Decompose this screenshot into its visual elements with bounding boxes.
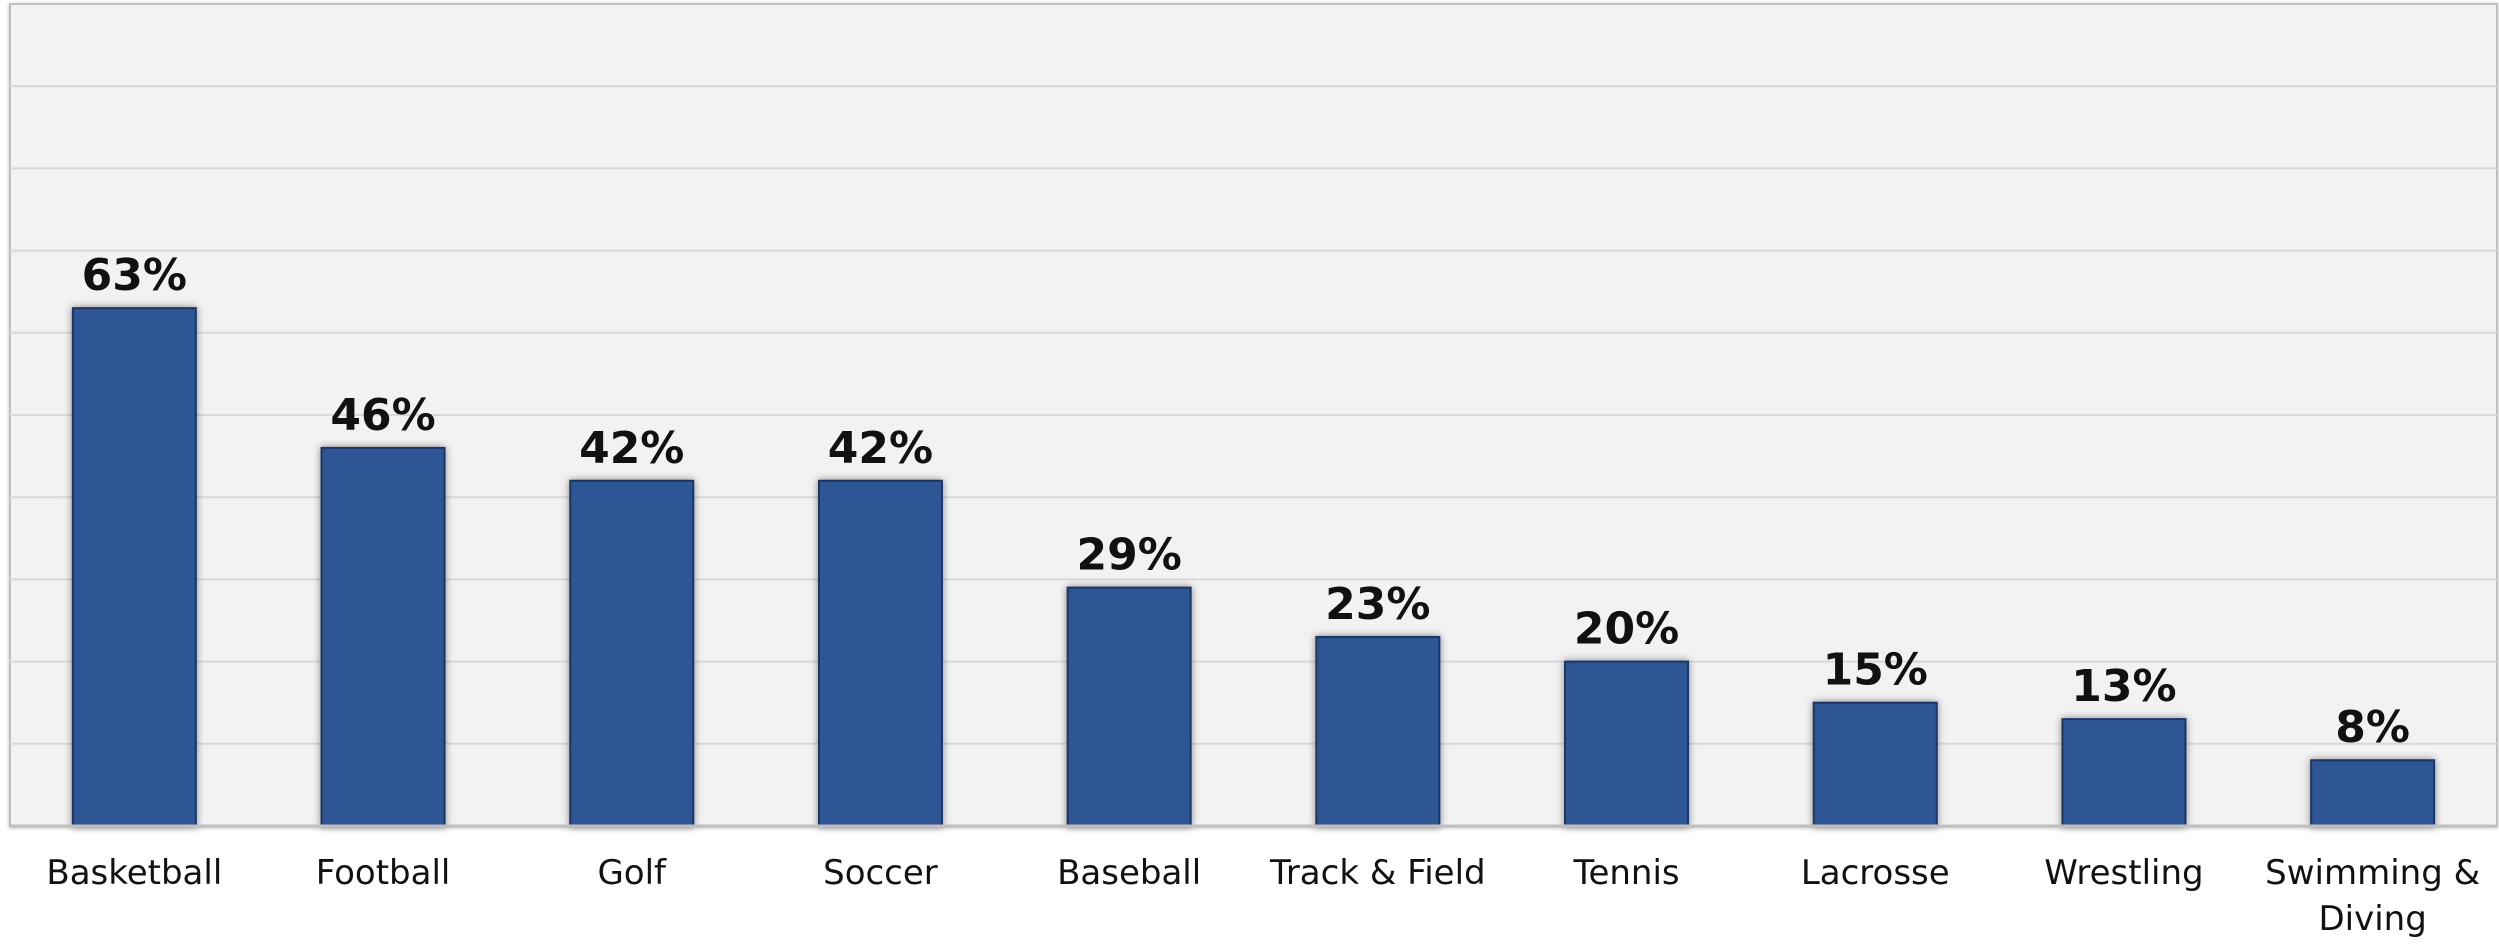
category-label-line: Basketball (46, 853, 222, 893)
bar-track-field (1315, 635, 1441, 827)
category-label-line: Golf (597, 853, 667, 893)
category-label-line: Soccer (823, 853, 938, 893)
bar-baseball (1066, 586, 1192, 827)
category-label-line: Football (316, 853, 451, 893)
category-label: Golf (597, 853, 667, 893)
category-label-line: Tennis (1572, 853, 1679, 893)
category-label: Soccer (823, 853, 938, 893)
category-label-line: Diving (2318, 899, 2426, 939)
data-label: 23% (1325, 579, 1430, 630)
bar-wrestling (2061, 718, 2187, 828)
bar-soccer (817, 479, 943, 827)
category-label: Football (316, 853, 451, 893)
data-label: 13% (2071, 661, 2176, 712)
data-label: 63% (82, 250, 187, 301)
category-label-line: Track & Field (1269, 853, 1486, 893)
category-label: Track & Field (1269, 853, 1486, 893)
category-label: Lacrosse (1801, 853, 1950, 893)
bar-football (320, 446, 446, 827)
category-label-line: Lacrosse (1801, 853, 1950, 893)
bar-lacrosse (1812, 701, 1938, 828)
category-label: Basketball (46, 853, 222, 893)
data-label: 20% (1574, 604, 1679, 655)
bar-tennis (1564, 660, 1690, 827)
data-label: 42% (828, 423, 933, 474)
category-labels: Basketball Football Golf Soccer Baseball Trac… (46, 853, 2480, 939)
category-label: Tennis (1572, 853, 1679, 893)
data-labels: 63% 46% 42% 42% 29% 23% 20% 15% 13% 8% (82, 250, 2410, 753)
category-label-line: Baseball (1057, 853, 1201, 893)
bar-swimming-diving (2310, 759, 2436, 827)
data-label: 29% (1076, 530, 1181, 581)
category-label-line: Wrestling (2044, 853, 2203, 893)
category-label: Baseball (1057, 853, 1201, 893)
bar-golf (569, 479, 695, 827)
data-label: 15% (1823, 645, 1928, 696)
category-label: Swimming & Diving (2265, 853, 2480, 939)
data-label: 8% (2335, 702, 2410, 753)
data-label: 42% (579, 423, 684, 474)
category-label-line: Swimming & (2265, 853, 2480, 893)
bar-basketball (71, 307, 197, 827)
bars (71, 307, 2436, 828)
category-label: Wrestling (2044, 853, 2203, 893)
data-label: 46% (330, 390, 435, 441)
